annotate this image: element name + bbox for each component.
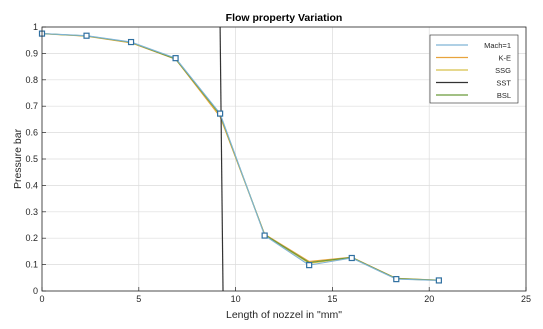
x-tick-label: 0 <box>39 294 44 304</box>
data-point-marker <box>348 254 355 262</box>
data-markers <box>38 30 442 284</box>
data-point-marker <box>83 32 90 39</box>
data-point-marker <box>172 55 179 62</box>
y-tick-label: 0.7 <box>25 101 38 111</box>
chart-title: Flow property Variation <box>226 12 343 24</box>
series-lines <box>41 26 439 292</box>
y-tick-label: 0.5 <box>25 154 38 164</box>
y-axis-label: Pressure bar <box>12 128 24 189</box>
y-tick-label: 1 <box>33 22 38 32</box>
legend: Mach=1 K-E SSG SST BSL <box>429 34 519 104</box>
data-point-marker <box>306 262 313 269</box>
x-tick-label: 25 <box>521 294 531 304</box>
y-tick-label: 0.3 <box>25 207 38 217</box>
axis-ticks: 0 5 10 15 20 25 0 0.1 0.2 0.3 0.4 0.5 0.6 0.7 0.8 0.9 1 <box>25 22 531 304</box>
y-tick-label: 0.8 <box>25 75 38 85</box>
grid-lines <box>41 26 527 292</box>
legend-label: Mach=1 <box>484 41 511 50</box>
legend-box <box>429 34 519 104</box>
series-line-mach-1 <box>41 33 439 281</box>
y-tick-label: 0.9 <box>25 48 38 58</box>
x-tick-label: 15 <box>327 294 337 304</box>
legend-label: SSG <box>495 66 511 75</box>
y-tick-label: 0 <box>33 286 38 296</box>
x-tick-label: 20 <box>424 294 434 304</box>
y-tick-label: 0.1 <box>25 260 38 270</box>
data-point-marker <box>393 276 400 283</box>
data-point-marker <box>127 38 135 46</box>
legend-label: K-E <box>498 54 511 63</box>
legend-label: BSL <box>497 91 511 100</box>
x-axis-label: Length of nozzel in "mm" <box>226 309 342 321</box>
series-line-sst <box>219 26 224 292</box>
x-tick-label: 10 <box>231 294 241 304</box>
data-point-marker <box>435 277 442 284</box>
y-tick-label: 0.6 <box>25 128 38 138</box>
y-tick-label: 0.4 <box>25 180 38 190</box>
data-point-marker <box>217 110 224 117</box>
legend-label: SST <box>496 79 511 88</box>
y-tick-label: 0.2 <box>25 233 38 243</box>
data-point-marker <box>261 232 268 239</box>
x-tick-label: 5 <box>136 294 141 304</box>
